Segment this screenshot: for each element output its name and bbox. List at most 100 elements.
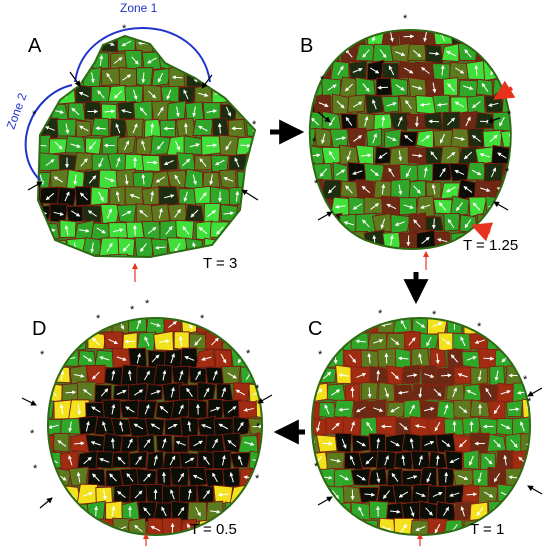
cell-arrow xyxy=(480,187,491,192)
cell-arrow xyxy=(71,107,80,116)
cell xyxy=(521,398,530,421)
cell-arrow xyxy=(447,117,456,126)
cell xyxy=(363,196,383,216)
cell xyxy=(269,138,289,156)
cell xyxy=(196,484,215,505)
cell-arrow xyxy=(395,51,406,56)
asterisk: * xyxy=(256,421,261,433)
cell-arrow xyxy=(378,255,387,259)
cell-arrow xyxy=(396,255,404,261)
cell xyxy=(313,264,333,283)
cell-arrow xyxy=(479,153,490,158)
cell xyxy=(64,135,86,154)
cell xyxy=(343,518,362,535)
cell-arrow xyxy=(424,441,435,446)
cell-arrow xyxy=(450,354,459,363)
cell-arrow xyxy=(409,437,414,449)
cell-arrow xyxy=(460,542,467,549)
cell xyxy=(369,365,389,386)
cell-arrow xyxy=(444,471,449,483)
cell-arrow xyxy=(380,322,392,327)
cell-arrow xyxy=(107,208,112,219)
panel-letter: C xyxy=(308,318,322,340)
cell-arrow xyxy=(329,218,335,229)
cell-arrow xyxy=(491,31,496,43)
cell xyxy=(528,146,545,163)
cell-arrow xyxy=(508,475,520,480)
cell-arrow xyxy=(350,421,355,432)
cell-arrow xyxy=(66,524,75,532)
cell-arrow xyxy=(195,506,201,517)
cell xyxy=(67,273,85,290)
cell-arrow xyxy=(241,209,250,218)
cell-arrow xyxy=(73,441,85,446)
cell-arrow xyxy=(505,68,511,73)
cell-arrow xyxy=(536,525,543,532)
cell xyxy=(393,384,415,404)
cell-arrow xyxy=(316,421,321,432)
cell xyxy=(150,272,169,291)
cell xyxy=(503,501,524,520)
cell xyxy=(275,331,292,350)
cell-arrow xyxy=(449,457,460,464)
cell-arrow xyxy=(310,117,320,126)
cell xyxy=(538,535,550,551)
cell-arrow xyxy=(314,490,323,499)
cell xyxy=(373,180,394,199)
cell-arrow xyxy=(238,455,243,466)
cell xyxy=(52,536,70,551)
cell xyxy=(487,537,507,551)
cell-arrow xyxy=(523,68,532,73)
cell xyxy=(49,168,70,190)
cell-arrow xyxy=(503,454,508,466)
cell-arrow xyxy=(381,115,386,127)
cell xyxy=(321,146,342,167)
cell-arrow xyxy=(177,472,185,483)
cell-arrow xyxy=(116,389,127,395)
cell xyxy=(356,246,376,249)
cell-arrow xyxy=(45,159,55,166)
cell-arrow xyxy=(337,235,344,246)
cell xyxy=(369,538,387,551)
cell-arrow xyxy=(175,38,180,50)
cell-arrow xyxy=(234,225,239,237)
cell xyxy=(309,248,325,249)
cell-arrow xyxy=(377,85,389,90)
cell xyxy=(255,400,262,421)
cell xyxy=(251,67,255,88)
cell-arrow xyxy=(150,423,161,430)
cell-arrow xyxy=(310,257,320,258)
cell-arrow xyxy=(336,169,346,176)
cell xyxy=(249,349,262,368)
cell-arrow xyxy=(127,438,133,449)
cell-arrow xyxy=(243,277,247,286)
cell-arrow xyxy=(49,524,58,533)
cell xyxy=(60,517,80,535)
cell-arrow xyxy=(141,173,146,185)
cell-arrow xyxy=(547,439,550,449)
cell-arrow xyxy=(338,270,343,279)
cell-arrow xyxy=(510,439,518,448)
cell xyxy=(271,274,289,292)
cell-arrow xyxy=(231,541,233,551)
cell xyxy=(526,180,545,199)
cell-arrow xyxy=(400,523,407,533)
cell xyxy=(414,61,436,81)
cell-arrow xyxy=(431,218,436,230)
cell xyxy=(501,196,511,216)
cell-arrow xyxy=(95,126,107,131)
cell-arrow xyxy=(345,49,353,58)
cell xyxy=(153,502,173,521)
cell-arrow xyxy=(318,238,330,243)
cell xyxy=(85,364,106,385)
cell-arrow xyxy=(463,85,474,90)
cell-layers xyxy=(30,29,550,551)
cell-arrow xyxy=(30,125,37,132)
pointer-arrow xyxy=(201,74,213,89)
cell-arrow xyxy=(472,202,481,211)
cell xyxy=(74,50,94,70)
cell xyxy=(381,267,401,284)
cell-arrow xyxy=(449,253,453,262)
cell-arrow xyxy=(426,472,432,483)
cell xyxy=(508,44,511,63)
